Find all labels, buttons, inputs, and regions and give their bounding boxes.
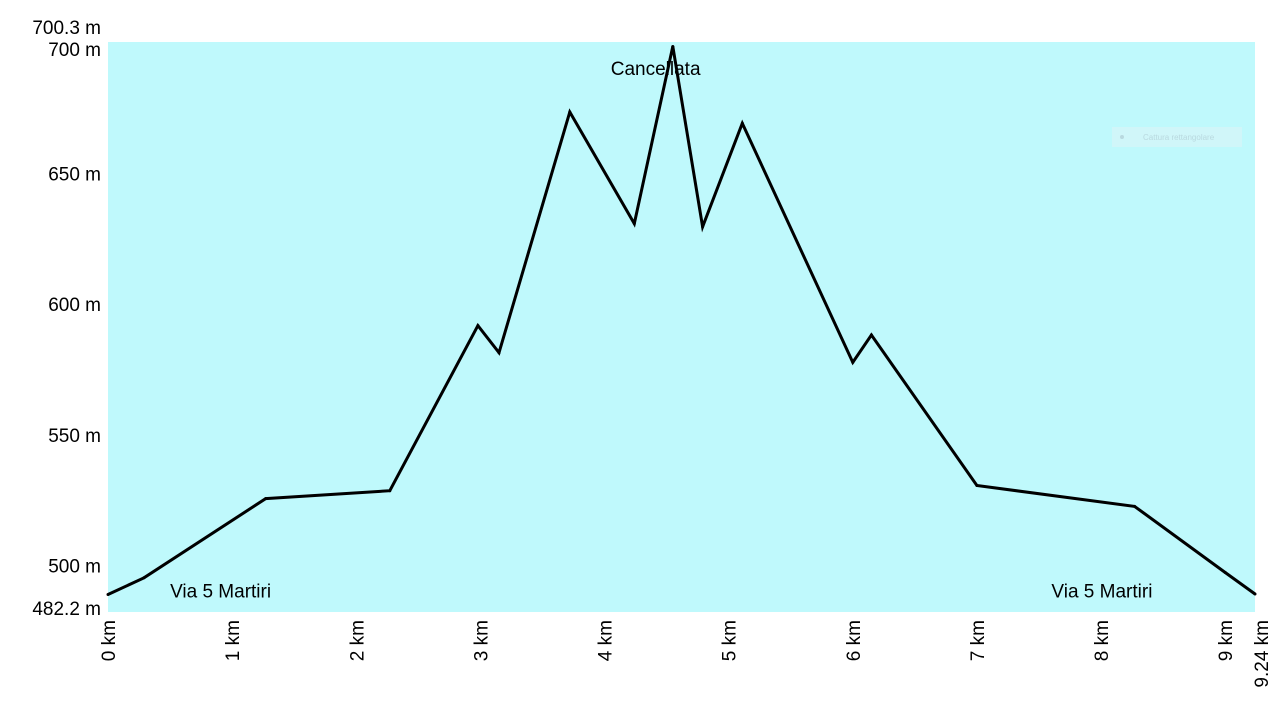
x-tick-label: 1 km — [223, 620, 244, 661]
x-tick-label: 5 km — [720, 620, 741, 661]
elevation-point — [568, 110, 572, 114]
x-tick-label: 4 km — [596, 620, 617, 661]
y-tick-label: 600 m — [48, 295, 101, 316]
annotations: Cancellata Via 5 Martiri Via 5 Martiri — [170, 59, 1152, 603]
series-line-layer — [106, 44, 1257, 596]
elevation-point — [1253, 592, 1257, 596]
watermark-text: Cattura rettangolare — [1143, 133, 1215, 142]
elevation-point — [497, 351, 501, 355]
annotation-label: Cancellata — [611, 59, 701, 80]
elevation-point — [1133, 504, 1137, 508]
y-tick-label: 482.2 m — [32, 599, 101, 620]
x-tick-label: 9 km — [1216, 620, 1237, 661]
elevation-point — [671, 44, 675, 48]
elevation-point — [106, 592, 110, 596]
elevation-point — [388, 489, 392, 493]
x-tick-label: 6 km — [844, 620, 865, 661]
plot-background — [108, 42, 1255, 612]
x-tick-label: 0 km — [99, 620, 120, 661]
annotation-label: Via 5 Martiri — [1051, 582, 1152, 603]
elevation-point — [142, 576, 146, 580]
x-tick-label: 2 km — [347, 620, 368, 661]
elevation-point — [740, 121, 744, 125]
x-tick-label: 7 km — [968, 620, 989, 661]
annotation-label: Via 5 Martiri — [170, 582, 271, 603]
elevation-point — [975, 484, 979, 488]
elevation-point — [1223, 571, 1227, 575]
x-tick-label: 3 km — [471, 620, 492, 661]
x-axis-ticks: 0 km 1 km 2 km 3 km 4 km 5 km 6 km 7 km 8 km 9 km… — [99, 620, 1273, 688]
y-tick-label: 700.3 m — [32, 18, 101, 39]
elevation-point — [701, 225, 705, 229]
elevation-point — [632, 222, 636, 226]
y-tick-label: 550 m — [48, 426, 101, 447]
elevation-point — [476, 324, 480, 328]
x-tick-label: 8 km — [1092, 620, 1113, 661]
y-tick-label: 650 m — [48, 164, 101, 185]
x-tick-label: 9.24 km — [1252, 620, 1273, 688]
elevation-point — [869, 333, 873, 337]
y-tick-label: 500 m — [48, 556, 101, 577]
y-tick-label: 700 m — [48, 40, 101, 61]
elevation-point — [264, 497, 268, 501]
elevation-point — [851, 360, 855, 364]
screen-capture-watermark: Cattura rettangolare — [1112, 127, 1242, 147]
